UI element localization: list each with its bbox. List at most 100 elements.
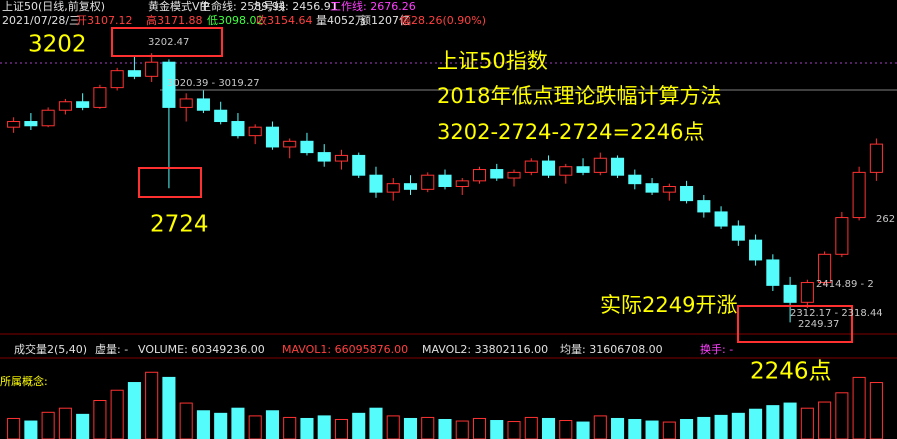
volume-bar [386, 415, 400, 439]
volume-bar [58, 407, 72, 439]
candle-body [783, 284, 797, 303]
candle-body [93, 87, 107, 108]
volume-bar [248, 415, 262, 439]
header-text: 九号线: 2456.91 [252, 0, 338, 13]
header-text: 低3098.02 [207, 14, 264, 27]
volume-bar [196, 410, 210, 439]
highlight-box [111, 27, 223, 57]
volume-bar [334, 418, 349, 439]
candle-body [680, 185, 694, 202]
candle-body [7, 121, 21, 128]
candle-body [24, 121, 38, 127]
candle-body [559, 166, 573, 176]
annotation: 3202 [28, 32, 87, 58]
candle-body [352, 154, 366, 176]
candle-body [76, 101, 90, 108]
volume-bar [800, 407, 814, 439]
volume-bar [472, 417, 487, 439]
volume-bar [611, 417, 625, 439]
candle-body [386, 183, 400, 193]
volume-bar [818, 401, 832, 439]
volume-bar [352, 412, 366, 439]
annotation: 2312.17 - 2318.44 [790, 308, 883, 319]
candle-body [714, 211, 728, 227]
volume-bar [835, 392, 849, 439]
candle-body [179, 98, 193, 108]
candle-body [645, 183, 659, 193]
volume-bar [145, 371, 159, 439]
volume-bar [369, 407, 383, 439]
volume-header: 虚量: - [95, 343, 128, 356]
volume-bar [127, 382, 141, 439]
candle-body [214, 109, 228, 123]
header-text: 量4052万 [316, 14, 366, 27]
header-text: 收3154.64 [256, 13, 313, 27]
volume-bar [317, 415, 331, 439]
volume-bar [749, 408, 763, 439]
candle-body [490, 169, 504, 179]
annotation: 2724 [150, 212, 209, 238]
candle-body [334, 154, 349, 162]
candle-body [628, 174, 642, 185]
annotation: 2249.37 [798, 319, 839, 330]
annotation: 3202.47 [148, 37, 189, 48]
volume-bar [455, 420, 469, 439]
volume-bar [852, 376, 866, 439]
volume-bar [421, 416, 435, 439]
candle-body [300, 140, 314, 154]
header-text: 工作线: 2676.26 [330, 0, 416, 13]
candle-body [403, 183, 418, 190]
header-text: 上证50(日线,前复权) [2, 0, 105, 13]
volume-bar [76, 413, 90, 439]
candle-body [662, 185, 676, 193]
candle-body [231, 121, 245, 137]
candle-body [162, 61, 176, 108]
candle-body [835, 217, 849, 255]
volume-bar [628, 418, 642, 439]
candle-body [265, 126, 279, 148]
volume-bar [179, 402, 193, 439]
volume-bar [41, 411, 55, 439]
volume-bar [524, 416, 538, 439]
candle-body [421, 174, 435, 190]
volume-bar [300, 417, 314, 439]
concept-label: 所属概念: [0, 374, 48, 388]
volume-bar [214, 412, 228, 439]
candle-body [524, 160, 538, 173]
candle-body [472, 169, 487, 182]
candle-body [369, 174, 383, 193]
header-text: 2021/07/28/三 [2, 14, 80, 27]
volume-bar [680, 418, 694, 439]
volume-bar [403, 417, 418, 439]
candle-body [145, 61, 159, 77]
volume-bar [731, 412, 745, 439]
volume-header: MAVOL2: 33802116.00 [422, 343, 548, 356]
candle-body [576, 166, 590, 173]
volume-bar [93, 400, 107, 439]
candle-body [766, 259, 780, 286]
candle-body [593, 157, 607, 173]
volume-bar [231, 407, 245, 439]
annotation: 2246点 [750, 359, 832, 385]
annotation: 3202-2724-2724=2246点 [437, 120, 705, 144]
volume-bar [490, 420, 504, 439]
volume-bar [593, 415, 607, 439]
candle-body [611, 157, 625, 176]
candle-body [127, 70, 141, 77]
volume-header: 换手: - [700, 342, 733, 356]
candle-body [196, 98, 210, 111]
volume-header: 均量: 31606708.00 [560, 343, 663, 356]
volume-bar [697, 416, 711, 439]
volume-bar [576, 421, 590, 439]
candle-body [749, 239, 763, 261]
header-text: 额1207亿 [360, 14, 410, 27]
candle-body [438, 174, 452, 187]
annotation: 3020.39 - 3019.27 [167, 78, 260, 89]
highlight-box [138, 167, 202, 198]
volume-bar [438, 418, 452, 439]
volume-bar [283, 416, 297, 439]
candle-body [818, 253, 832, 284]
header-text: 开3107.12 [76, 14, 133, 27]
